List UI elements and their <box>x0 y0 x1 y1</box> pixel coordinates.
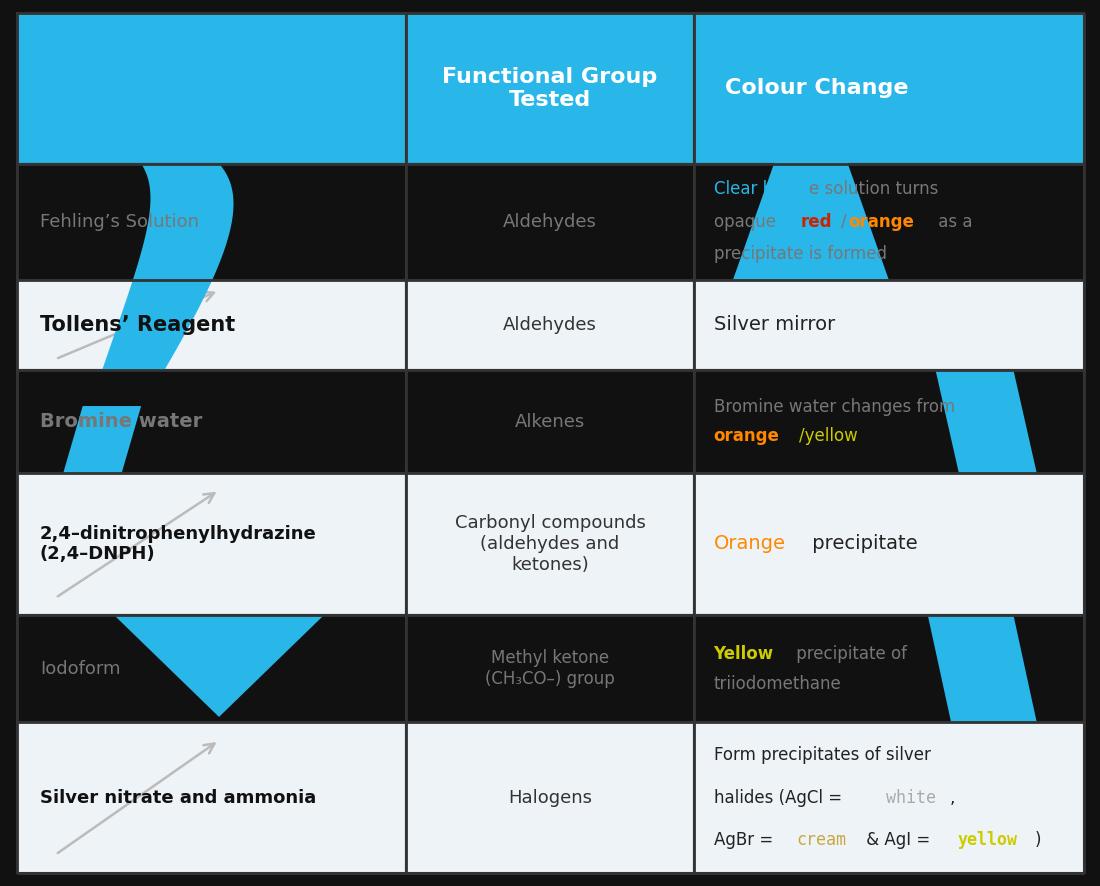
Text: AgBr =: AgBr = <box>714 830 778 849</box>
Text: Yellow: Yellow <box>714 644 773 663</box>
Text: orange: orange <box>848 213 914 230</box>
Text: Aldehydes: Aldehydes <box>503 213 597 230</box>
Polygon shape <box>102 164 233 370</box>
Text: Silver nitrate and ammonia: Silver nitrate and ammonia <box>40 789 316 806</box>
Polygon shape <box>733 59 889 280</box>
Bar <box>406 370 694 473</box>
Text: Colour Change: Colour Change <box>725 79 909 98</box>
Text: opaque: opaque <box>714 213 781 230</box>
Bar <box>16 473 406 615</box>
Bar <box>16 13 406 164</box>
Bar <box>16 164 406 280</box>
Text: Carbonyl compounds
(aldehydes and
ketones): Carbonyl compounds (aldehydes and ketone… <box>454 514 646 574</box>
Text: Iodoform: Iodoform <box>40 659 120 678</box>
Text: ,: , <box>950 789 956 806</box>
Text: & AgI =: & AgI = <box>861 830 936 849</box>
Bar <box>16 370 406 473</box>
Bar <box>694 722 1084 873</box>
Bar <box>406 164 694 280</box>
Bar <box>406 722 694 873</box>
Text: Tollens’ Reagent: Tollens’ Reagent <box>40 315 235 335</box>
Bar <box>694 13 1084 164</box>
Text: 2,4–dinitrophenylhydrazine
(2,4–DNPH): 2,4–dinitrophenylhydrazine (2,4–DNPH) <box>40 525 317 563</box>
Text: Bromine water changes from: Bromine water changes from <box>714 398 955 416</box>
Text: ): ) <box>1035 830 1042 849</box>
Text: yellow: yellow <box>957 830 1018 849</box>
Polygon shape <box>935 370 1037 473</box>
Text: Methyl ketone
(CH₃CO–) group: Methyl ketone (CH₃CO–) group <box>485 649 615 688</box>
Text: cream: cream <box>796 830 847 849</box>
Polygon shape <box>63 406 141 473</box>
Bar <box>694 280 1084 370</box>
Text: precipitate: precipitate <box>806 534 918 554</box>
Bar <box>406 473 694 615</box>
Text: orange: orange <box>714 427 780 445</box>
Bar <box>406 13 694 164</box>
Text: Form precipitates of silver: Form precipitates of silver <box>714 746 931 765</box>
Text: Fehling’s Solution: Fehling’s Solution <box>40 213 199 230</box>
Text: Halogens: Halogens <box>508 789 592 806</box>
Text: as a: as a <box>933 213 972 230</box>
Text: Bromine water: Bromine water <box>40 412 202 431</box>
Text: e solution turns: e solution turns <box>810 180 938 198</box>
Text: Aldehydes: Aldehydes <box>503 315 597 334</box>
Text: Functional Group
Tested: Functional Group Tested <box>442 66 658 110</box>
Bar <box>694 370 1084 473</box>
Bar <box>694 473 1084 615</box>
Text: triiodomethane: triiodomethane <box>714 674 842 693</box>
Text: red: red <box>801 213 832 230</box>
Text: Alkenes: Alkenes <box>515 413 585 431</box>
Text: /yellow: /yellow <box>799 427 857 445</box>
Polygon shape <box>927 615 1037 722</box>
Polygon shape <box>114 615 324 717</box>
Bar <box>694 164 1084 280</box>
Text: halides (AgCl =: halides (AgCl = <box>714 789 847 806</box>
Bar <box>406 615 694 722</box>
Text: white: white <box>886 789 936 806</box>
Bar <box>406 280 694 370</box>
Text: Clear blu: Clear blu <box>714 180 788 198</box>
Bar <box>16 615 406 722</box>
Text: precipitate of: precipitate of <box>791 644 908 663</box>
Text: Orange: Orange <box>714 534 785 554</box>
Text: precipitate is formed: precipitate is formed <box>714 245 887 263</box>
Bar <box>694 615 1084 722</box>
Bar <box>16 722 406 873</box>
Text: Silver mirror: Silver mirror <box>714 315 835 334</box>
Bar <box>16 280 406 370</box>
Text: /: / <box>840 213 847 230</box>
